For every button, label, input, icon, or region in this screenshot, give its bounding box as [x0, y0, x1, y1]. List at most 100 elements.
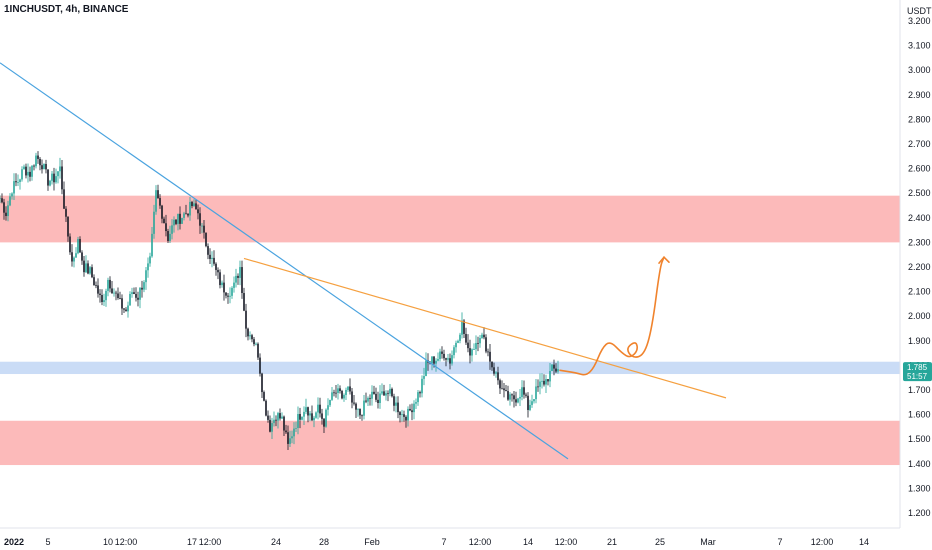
candle: [339, 385, 341, 394]
candle: [415, 398, 417, 410]
candle-body: [527, 395, 529, 410]
candle-body: [189, 201, 191, 216]
candle: [203, 219, 205, 239]
candle-body: [291, 436, 293, 439]
price-tick-label: 2.200: [908, 262, 931, 272]
candle: [221, 280, 223, 288]
candle: [103, 293, 105, 307]
candle-body: [245, 310, 247, 329]
candle-body: [393, 396, 395, 406]
candle: [403, 410, 405, 422]
candle: [555, 363, 557, 374]
candle-body: [213, 257, 215, 264]
candle: [493, 362, 495, 376]
candle-body: [123, 308, 125, 310]
candle-body: [59, 166, 61, 172]
time-tick-label: 12:00: [811, 537, 834, 547]
time-tick-label: 10: [103, 537, 113, 547]
candle: [477, 336, 479, 352]
candle-body: [289, 438, 291, 444]
candle-body: [469, 348, 471, 356]
candle-body: [3, 202, 5, 213]
candle: [23, 164, 25, 170]
candle: [53, 167, 55, 191]
candle: [59, 157, 61, 179]
candle-body: [77, 239, 79, 254]
candle-body: [13, 181, 15, 194]
candle: [43, 163, 45, 170]
candle: [413, 400, 415, 420]
candle-body: [395, 402, 397, 406]
candle: [15, 173, 17, 187]
candle: [209, 248, 211, 264]
currency-label: USDT: [907, 6, 932, 16]
candle-body: [479, 338, 481, 344]
candle: [331, 387, 333, 401]
candle-body: [461, 320, 463, 335]
candle-body: [157, 190, 159, 199]
candle: [77, 236, 79, 255]
candle: [533, 398, 535, 404]
candle: [71, 244, 73, 267]
candle-body: [309, 413, 311, 416]
price-tick-label: 1.300: [908, 483, 931, 493]
candle: [411, 403, 413, 421]
candle-body: [235, 275, 237, 283]
time-tick-label: 28: [319, 537, 329, 547]
candle: [519, 389, 521, 406]
candle-body: [373, 391, 375, 394]
candle-body: [225, 292, 227, 296]
candle-body: [415, 402, 417, 404]
candle-body: [15, 181, 17, 183]
candle-body: [135, 293, 137, 298]
candle: [259, 353, 261, 377]
candle: [195, 199, 197, 210]
candle-body: [413, 403, 415, 413]
candle: [133, 287, 135, 295]
candle-body: [293, 428, 295, 437]
candle: [197, 204, 199, 220]
candle-body: [125, 309, 127, 312]
candle-body: [357, 408, 359, 410]
candle-body: [41, 165, 43, 170]
time-tick-label: 7: [441, 537, 446, 547]
candle-body: [385, 393, 387, 396]
candle: [213, 250, 215, 266]
candle-body: [343, 394, 345, 399]
candle: [523, 380, 525, 399]
candle-body: [285, 430, 287, 433]
candle: [551, 364, 553, 372]
candle-body: [153, 211, 155, 234]
price-tick-label: 2.700: [908, 139, 931, 149]
candle-body: [537, 386, 539, 388]
candle: [385, 390, 387, 401]
candle: [9, 193, 11, 207]
candle: [525, 392, 527, 398]
candle: [189, 197, 191, 221]
candle: [117, 287, 119, 300]
candle-body: [185, 213, 187, 215]
candle: [501, 380, 503, 390]
price-tick-label: 2.500: [908, 188, 931, 198]
candle: [311, 405, 313, 422]
candle: [95, 281, 97, 289]
candle-body: [405, 416, 407, 421]
candle: [161, 204, 163, 224]
candle: [367, 396, 369, 407]
candle: [217, 267, 219, 280]
candle-body: [327, 405, 329, 410]
candle-body: [463, 320, 465, 334]
candle-body: [543, 380, 545, 385]
candle: [363, 395, 365, 420]
candle-body: [129, 293, 131, 306]
candle: [159, 194, 161, 209]
candle-body: [31, 165, 33, 177]
candle: [373, 385, 375, 395]
candle: [171, 219, 173, 240]
candle-body: [205, 232, 207, 247]
candle-body: [211, 257, 213, 259]
price-tick-label: 1.900: [908, 336, 931, 346]
current-price-badge: [903, 362, 932, 382]
candle-body: [401, 414, 403, 416]
